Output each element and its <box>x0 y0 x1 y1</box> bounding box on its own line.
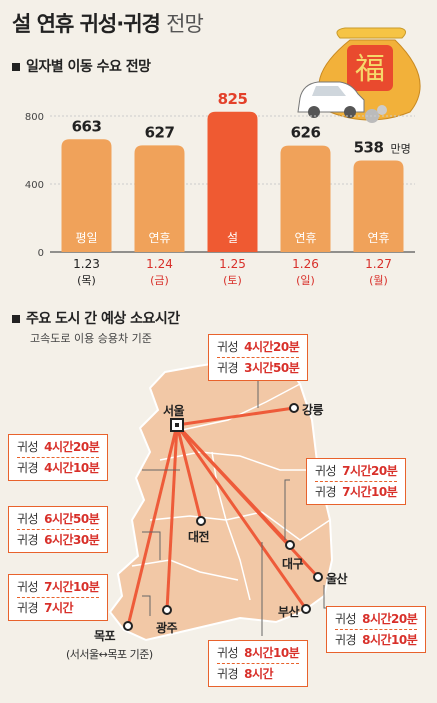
bar <box>280 145 331 252</box>
ulsan-marker <box>313 572 323 582</box>
page-title: 설 연휴 귀성·귀경 전망 <box>12 8 204 38</box>
unit-label: 만명 <box>391 143 411 156</box>
title-main: 설 연휴 귀성·귀경 <box>12 12 161 36</box>
title-sub: 전망 <box>166 12 204 36</box>
weekday-label: (금) <box>150 274 169 287</box>
date-label: 1.27 <box>365 257 392 271</box>
out-time: 7시간20분 <box>342 464 398 478</box>
gwangju-marker <box>162 605 172 615</box>
bar-category-label: 평일 <box>75 231 97 245</box>
city-label-daegu: 대구 <box>282 557 304 571</box>
back-time: 4시간10분 <box>44 461 100 475</box>
out-time: 4시간20분 <box>244 340 300 354</box>
back-time: 7시간10분 <box>342 485 398 499</box>
daegu-marker <box>285 540 295 550</box>
city-label-gangneung: 강릉 <box>302 403 324 417</box>
out-label: 귀성 <box>315 464 337 478</box>
car-icon <box>297 81 387 123</box>
weekday-label: (목) <box>77 274 96 287</box>
bar-value-label: 627 <box>145 123 175 141</box>
out-label: 귀성 <box>217 646 239 660</box>
section-route-subtitle: 고속도로 이용 승용차 기준 <box>30 332 152 345</box>
back-label: 귀경 <box>315 485 337 499</box>
section-demand-title: 일자별 이동 수요 전망 <box>12 56 151 76</box>
bullet-square <box>12 315 20 323</box>
bar-value-label: 538 <box>354 139 384 157</box>
back-label: 귀경 <box>17 601 39 615</box>
out-time: 7시간10분 <box>44 580 100 594</box>
section-demand-label: 일자별 이동 수요 전망 <box>26 59 151 75</box>
y-tick-label: 0 <box>38 248 44 259</box>
route-lines <box>126 406 320 627</box>
bar <box>61 139 112 252</box>
back-label: 귀경 <box>217 667 239 681</box>
out-time: 8시간10분 <box>244 646 300 660</box>
bar <box>134 145 185 252</box>
out-time: 6시간50분 <box>44 512 100 526</box>
route-box-mokpo: 귀성 7시간10분 귀경 7시간 <box>8 574 109 621</box>
route-box-busan: 귀성 8시간10분 귀경 8시간 <box>208 640 309 687</box>
province-borders <box>131 383 331 601</box>
bullet-square <box>12 63 20 71</box>
out-label: 귀성 <box>217 340 239 354</box>
bar-value-label: 825 <box>218 90 248 108</box>
section-route-title: 주요 도시 간 예상 소요시간 <box>12 308 180 328</box>
out-label: 귀성 <box>17 580 39 594</box>
back-time: 6시간30분 <box>44 533 100 547</box>
back-time: 8시간10분 <box>362 633 418 647</box>
daejeon-marker <box>196 516 206 526</box>
back-time: 7시간 <box>44 601 74 615</box>
city-label-gwangju: 광주 <box>156 621 178 635</box>
y-tick-label: 800 <box>25 112 44 123</box>
y-tick-label: 400 <box>25 180 44 191</box>
city-label-mokpo: 목포 <box>94 629 116 643</box>
out-time: 4시간20분 <box>44 440 100 454</box>
bar-value-label: 663 <box>72 117 102 135</box>
city-markers <box>123 403 323 631</box>
mokpo-note: (서서울↔목포 기준) <box>66 648 153 661</box>
back-time: 8시간 <box>244 667 274 681</box>
date-label: 1.23 <box>73 257 100 271</box>
route-box-daejeon: 귀성 4시간20분 귀경 4시간10분 <box>8 434 109 481</box>
bar-category-label: 연휴 <box>148 231 170 245</box>
back-label: 귀경 <box>217 361 239 375</box>
weekday-label: (토) <box>223 274 242 287</box>
weekday-label: (일) <box>296 273 315 287</box>
out-label: 귀성 <box>335 612 357 626</box>
out-label: 귀성 <box>17 440 39 454</box>
busan-marker <box>301 604 311 614</box>
date-label: 1.25 <box>219 257 246 271</box>
back-label: 귀경 <box>17 533 39 547</box>
bar-category-label: 연휴 <box>367 231 389 245</box>
bar-category-label: 설 <box>227 231 238 245</box>
callout-leaders <box>142 380 330 636</box>
route-box-ulsan: 귀성 8시간20분 귀경 8시간10분 <box>326 606 427 653</box>
city-label-seoul: 서울 <box>163 404 185 418</box>
weekday-label: (월) <box>369 274 388 287</box>
route-box-gwangju: 귀성 6시간50분 귀경 6시간30분 <box>8 506 109 553</box>
out-label: 귀성 <box>17 512 39 526</box>
date-label: 1.24 <box>146 257 173 271</box>
route-box-gangneung: 귀성 4시간20분 귀경 3시간50분 <box>208 334 309 381</box>
bag-char: 福 <box>355 52 385 87</box>
section-route-label: 주요 도시 간 예상 소요시간 <box>26 311 180 327</box>
back-label: 귀경 <box>335 633 357 647</box>
date-label: 1.26 <box>292 257 319 271</box>
back-time: 3시간50분 <box>244 361 300 375</box>
city-label-busan: 부산 <box>278 605 300 619</box>
city-label-daejeon: 대전 <box>188 530 210 544</box>
bar <box>207 111 258 252</box>
out-time: 8시간20분 <box>362 612 418 626</box>
route-box-daegu: 귀성 7시간20분 귀경 7시간10분 <box>306 458 407 505</box>
bar-value-label: 626 <box>291 124 321 142</box>
gangneung-marker <box>289 403 299 413</box>
mokpo-marker <box>123 621 133 631</box>
back-label: 귀경 <box>17 461 39 475</box>
bar-category-label: 연휴 <box>294 231 316 245</box>
bar <box>353 160 404 252</box>
city-label-ulsan: 울산 <box>326 572 348 586</box>
